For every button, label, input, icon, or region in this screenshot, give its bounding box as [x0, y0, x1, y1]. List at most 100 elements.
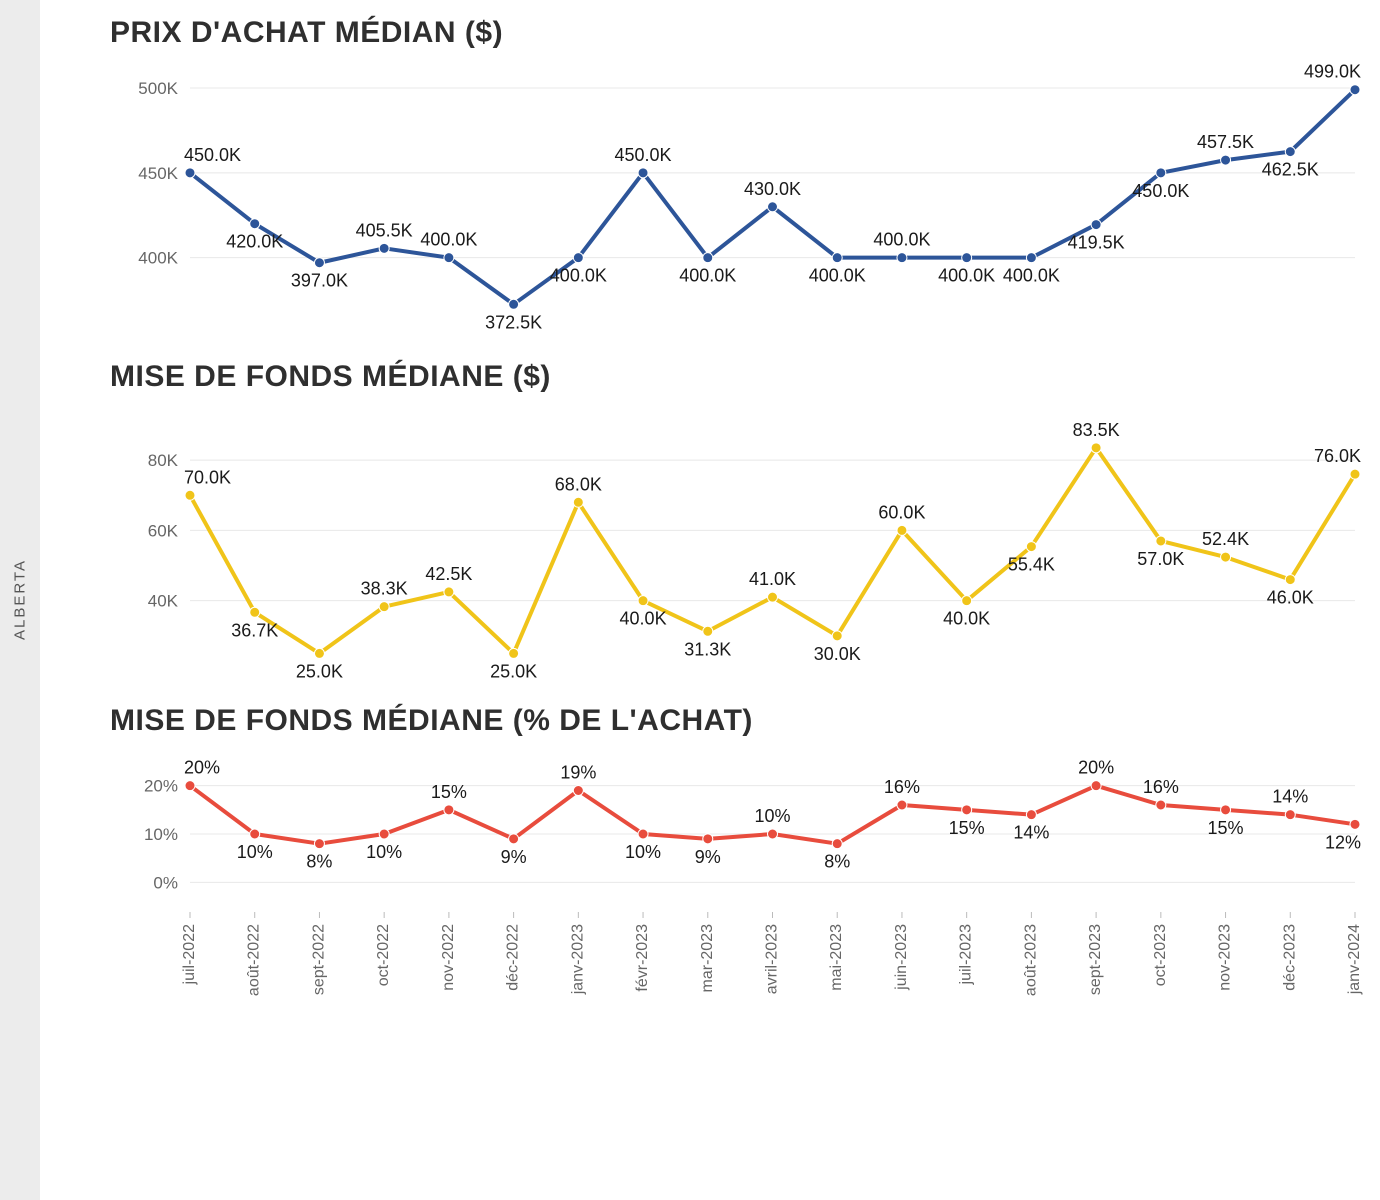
svg-text:déc-2022: déc-2022 — [505, 924, 522, 991]
svg-text:15%: 15% — [1208, 818, 1244, 838]
chart3-title: MISE DE FONDS MÉDIANE (% DE L'ACHAT) — [110, 704, 1370, 738]
svg-text:30.0K: 30.0K — [814, 644, 861, 664]
svg-text:400.0K: 400.0K — [420, 230, 477, 250]
svg-text:419.5K: 419.5K — [1068, 233, 1125, 253]
svg-text:nov-2023: nov-2023 — [1217, 924, 1234, 991]
svg-text:sept-2022: sept-2022 — [310, 924, 327, 995]
svg-text:15%: 15% — [431, 782, 467, 802]
svg-text:janv-2024: janv-2024 — [1346, 924, 1363, 995]
svg-text:20%: 20% — [1078, 758, 1114, 778]
chart1-svg: 400K 450K 500K 450.0K 420.0K 397.0K 405.5K 400.… — [70, 54, 1370, 354]
svg-text:20%: 20% — [144, 777, 178, 796]
svg-text:31.3K: 31.3K — [684, 639, 731, 659]
x-axis-wrap: juil-2022 août-2022 sept-2022 oct-2022 nov-2… — [70, 912, 1370, 1042]
chart3-wrap: 0% 10% 20% 20% 10% 8% 10% 15% 9% 19% 10% 9% 10% 8% 16%… — [70, 742, 1370, 912]
page: ALBERTA PRIX D'ACHAT MÉDIAN ($) 400K 450K… — [0, 0, 1380, 1200]
region-sidebar: ALBERTA — [0, 0, 40, 1200]
svg-text:450.0K: 450.0K — [184, 145, 241, 165]
svg-text:38.3K: 38.3K — [361, 579, 408, 599]
chart2-wrap: 40K 60K 80K 70.0K 36.7K 25.0K 38.3K 42.5K 25.0K 6… — [70, 398, 1370, 698]
svg-text:mar-2023: mar-2023 — [699, 924, 716, 993]
svg-text:430.0K: 430.0K — [744, 179, 801, 199]
x-axis-svg: juil-2022 août-2022 sept-2022 oct-2022 nov-2… — [70, 912, 1370, 1042]
svg-text:9%: 9% — [501, 847, 527, 867]
svg-text:57.0K: 57.0K — [1137, 549, 1184, 569]
svg-text:450.0K: 450.0K — [1132, 181, 1189, 201]
svg-text:nov-2022: nov-2022 — [440, 924, 457, 991]
svg-text:55.4K: 55.4K — [1008, 555, 1055, 575]
svg-text:60.0K: 60.0K — [878, 502, 925, 522]
svg-text:400.0K: 400.0K — [809, 266, 866, 286]
svg-text:oct-2022: oct-2022 — [375, 924, 392, 986]
chart2-svg: 40K 60K 80K 70.0K 36.7K 25.0K 38.3K 42.5K 25.0K 6… — [70, 398, 1370, 698]
svg-text:500K: 500K — [138, 79, 178, 98]
svg-text:40K: 40K — [148, 592, 179, 611]
svg-text:20%: 20% — [184, 758, 220, 778]
svg-text:sept-2023: sept-2023 — [1087, 924, 1104, 995]
svg-text:83.5K: 83.5K — [1073, 420, 1120, 440]
svg-text:40.0K: 40.0K — [943, 609, 990, 629]
svg-text:8%: 8% — [824, 852, 850, 872]
svg-text:0%: 0% — [153, 873, 178, 892]
svg-text:40.0K: 40.0K — [620, 609, 667, 629]
svg-text:76.0K: 76.0K — [1314, 446, 1361, 466]
svg-text:46.0K: 46.0K — [1267, 588, 1314, 608]
svg-text:372.5K: 372.5K — [485, 312, 542, 332]
svg-text:400.0K: 400.0K — [873, 230, 930, 250]
svg-text:mai-2023: mai-2023 — [828, 924, 845, 991]
svg-text:15%: 15% — [949, 818, 985, 838]
svg-text:14%: 14% — [1013, 823, 1049, 843]
svg-text:450K: 450K — [138, 164, 178, 183]
svg-text:9%: 9% — [695, 847, 721, 867]
svg-text:400.0K: 400.0K — [550, 266, 607, 286]
svg-text:36.7K: 36.7K — [231, 620, 278, 640]
svg-text:juil-2022: juil-2022 — [181, 924, 198, 986]
svg-text:oct-2023: oct-2023 — [1152, 924, 1169, 986]
svg-text:juin-2023: juin-2023 — [893, 924, 910, 991]
svg-text:10%: 10% — [366, 842, 402, 862]
svg-text:70.0K: 70.0K — [184, 467, 231, 487]
svg-text:16%: 16% — [884, 777, 920, 797]
svg-text:25.0K: 25.0K — [296, 661, 343, 681]
svg-text:400.0K: 400.0K — [938, 266, 995, 286]
svg-text:juil-2023: juil-2023 — [958, 924, 975, 986]
svg-text:10%: 10% — [754, 806, 790, 826]
svg-text:août-2022: août-2022 — [246, 924, 263, 996]
svg-text:450.0K: 450.0K — [615, 145, 672, 165]
chart1-title: PRIX D'ACHAT MÉDIAN ($) — [110, 16, 1370, 50]
svg-text:14%: 14% — [1272, 787, 1308, 807]
svg-text:397.0K: 397.0K — [291, 271, 348, 291]
svg-text:52.4K: 52.4K — [1202, 529, 1249, 549]
chart1-wrap: 400K 450K 500K 450.0K 420.0K 397.0K 405.5K 400.… — [70, 54, 1370, 354]
svg-text:12%: 12% — [1325, 832, 1361, 852]
svg-text:400K: 400K — [138, 249, 178, 268]
content-area: PRIX D'ACHAT MÉDIAN ($) 400K 450K 500K 450.… — [40, 0, 1380, 1200]
svg-text:457.5K: 457.5K — [1197, 132, 1254, 152]
svg-text:68.0K: 68.0K — [555, 474, 602, 494]
chart2-title: MISE DE FONDS MÉDIANE ($) — [110, 360, 1370, 394]
svg-text:19%: 19% — [560, 763, 596, 783]
svg-text:462.5K: 462.5K — [1262, 160, 1319, 180]
svg-text:avril-2023: avril-2023 — [764, 924, 781, 994]
svg-text:42.5K: 42.5K — [425, 564, 472, 584]
svg-text:10%: 10% — [237, 842, 273, 862]
svg-text:8%: 8% — [306, 852, 332, 872]
svg-text:80K: 80K — [148, 451, 179, 470]
svg-text:400.0K: 400.0K — [679, 266, 736, 286]
svg-text:16%: 16% — [1143, 777, 1179, 797]
svg-text:août-2023: août-2023 — [1022, 924, 1039, 996]
svg-text:10%: 10% — [144, 825, 178, 844]
svg-text:60K: 60K — [148, 521, 179, 540]
svg-text:janv-2023: janv-2023 — [569, 924, 586, 995]
svg-text:499.0K: 499.0K — [1304, 62, 1361, 82]
svg-text:25.0K: 25.0K — [490, 661, 537, 681]
region-label: ALBERTA — [12, 560, 29, 641]
svg-text:févr-2023: févr-2023 — [634, 924, 651, 992]
svg-text:déc-2023: déc-2023 — [1281, 924, 1298, 991]
svg-text:400.0K: 400.0K — [1003, 266, 1060, 286]
svg-text:405.5K: 405.5K — [356, 220, 413, 240]
svg-text:420.0K: 420.0K — [226, 232, 283, 252]
svg-text:41.0K: 41.0K — [749, 569, 796, 589]
svg-text:10%: 10% — [625, 842, 661, 862]
chart3-svg: 0% 10% 20% 20% 10% 8% 10% 15% 9% 19% 10% 9% 10% 8% 16%… — [70, 742, 1370, 912]
